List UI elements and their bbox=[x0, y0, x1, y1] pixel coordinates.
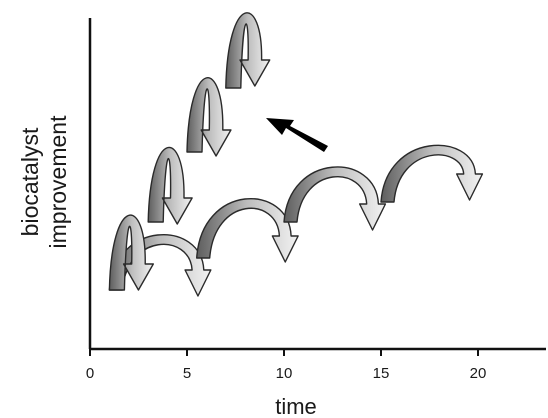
y-axis-label-line1: biocatalyst bbox=[17, 127, 43, 236]
x-axis-label: time bbox=[275, 394, 317, 418]
steep-arc-arrow bbox=[108, 214, 154, 291]
gradual-arc-arrow bbox=[380, 144, 484, 203]
steep-path-arcs bbox=[108, 12, 271, 291]
gradual-arc-arrow bbox=[196, 197, 299, 263]
steep-arc-arrow bbox=[225, 12, 271, 89]
pointer-arrow bbox=[266, 118, 328, 152]
steep-arc-arrow bbox=[186, 77, 232, 157]
gradual-arc-arrow bbox=[283, 166, 387, 231]
x-tick-label: 0 bbox=[86, 365, 94, 382]
x-tick-label: 20 bbox=[470, 365, 487, 382]
x-tick-label: 5 bbox=[183, 365, 191, 382]
y-axis-label-line2: improvement bbox=[45, 115, 71, 249]
x-tick-label: 15 bbox=[373, 365, 390, 382]
gradual-path-arcs bbox=[108, 144, 484, 297]
x-axis-ticks: 0 5 10 15 20 bbox=[86, 349, 487, 382]
x-tick-label: 10 bbox=[276, 365, 293, 382]
steep-arc-arrow bbox=[147, 146, 193, 225]
